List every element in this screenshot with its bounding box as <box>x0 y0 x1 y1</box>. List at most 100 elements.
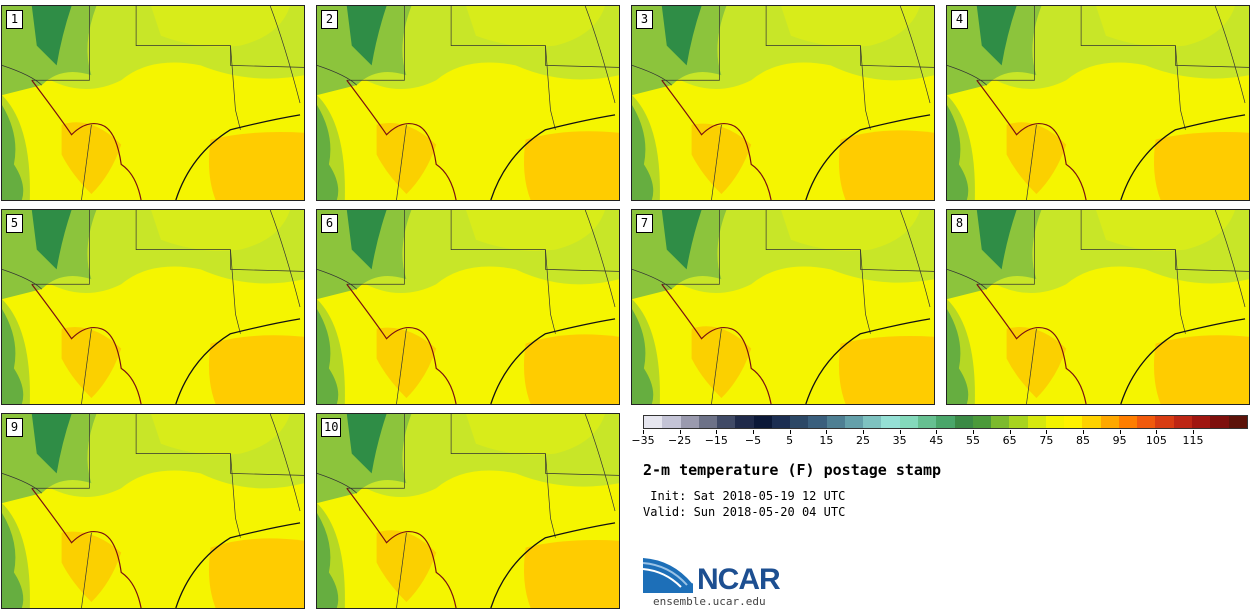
colorbar-swatch <box>1137 416 1156 428</box>
member-label: 3 <box>636 10 653 29</box>
member-label: 1 <box>6 10 23 29</box>
colorbar-swatch <box>790 416 809 428</box>
colorbar-swatch <box>991 416 1010 428</box>
ncar-logo-icon <box>643 556 694 593</box>
colorbar-swatch <box>662 416 681 428</box>
colorbar-swatch <box>863 416 882 428</box>
member-panel-1[interactable]: 1 <box>1 5 305 201</box>
colorbar-tick <box>789 430 791 434</box>
colorbar-tick-label: 85 <box>1076 434 1090 447</box>
member-panel-6[interactable]: 6 <box>316 209 620 405</box>
temperature-map <box>2 414 304 608</box>
temperature-colorbar <box>643 415 1248 429</box>
colorbar-tick-label: 25 <box>856 434 870 447</box>
member-label: 6 <box>321 214 338 233</box>
member-label: 2 <box>321 10 338 29</box>
colorbar-swatch <box>1045 416 1065 428</box>
temperature-map <box>632 6 934 200</box>
temperature-map <box>2 6 304 200</box>
colorbar-swatch <box>1027 416 1046 428</box>
member-panel-5[interactable]: 5 <box>1 209 305 405</box>
member-panel-8[interactable]: 8 <box>946 209 1250 405</box>
colorbar-swatch <box>1210 416 1229 428</box>
colorbar-tick-label: −15 <box>704 434 728 447</box>
member-label: 10 <box>321 418 342 437</box>
colorbar-swatch <box>1064 416 1083 428</box>
colorbar-swatch <box>1082 416 1101 428</box>
colorbar-swatch <box>917 416 937 428</box>
colorbar-tick-label: 115 <box>1182 434 1204 447</box>
member-panel-9[interactable]: 9 <box>1 413 305 609</box>
colorbar-tick <box>1119 430 1121 434</box>
colorbar-swatch <box>698 416 718 428</box>
member-label: 9 <box>6 418 23 437</box>
colorbar-swatch <box>972 416 992 428</box>
member-panel-3[interactable]: 3 <box>631 5 935 201</box>
colorbar-tick-label: 15 <box>819 434 834 447</box>
member-panel-7[interactable]: 7 <box>631 209 935 405</box>
colorbar-tick <box>899 430 901 434</box>
logo-url: ensemble.ucar.edu <box>653 595 766 608</box>
colorbar-swatch <box>771 416 791 428</box>
colorbar-tick <box>863 430 864 434</box>
colorbar-tick <box>1193 430 1194 434</box>
member-panel-4[interactable]: 4 <box>946 5 1250 201</box>
colorbar-tick <box>716 430 718 434</box>
colorbar-swatch <box>808 416 827 428</box>
colorbar-swatch <box>844 416 864 428</box>
colorbar-tick-label: 55 <box>966 434 980 447</box>
colorbar-tick <box>1009 430 1011 434</box>
member-panel-10[interactable]: 10 <box>316 413 620 609</box>
colorbar-swatch <box>1155 416 1174 428</box>
temperature-map <box>317 210 619 404</box>
temperature-map <box>947 6 1249 200</box>
colorbar-tick <box>1046 430 1048 434</box>
colorbar-tick-label: 35 <box>892 434 907 447</box>
colorbar-swatch <box>1228 416 1247 428</box>
logo-text: NCAR <box>697 563 781 596</box>
colorbar-tick-label: 5 <box>786 434 794 447</box>
init-time: Init: Sat 2018-05-19 12 UTC <box>643 489 846 503</box>
colorbar-tick <box>826 430 828 434</box>
colorbar-tick-label: 75 <box>1039 434 1054 447</box>
colorbar-swatch <box>1191 416 1211 428</box>
colorbar-tick <box>936 430 938 434</box>
member-label: 5 <box>6 214 23 233</box>
colorbar-swatch <box>826 416 845 428</box>
colorbar-tick <box>1156 430 1158 434</box>
member-panel-2[interactable]: 2 <box>316 5 620 201</box>
colorbar-tick-label: −25 <box>668 434 692 447</box>
temperature-map <box>317 414 619 608</box>
colorbar-swatch <box>644 416 663 428</box>
colorbar-tick-label: 65 <box>1002 434 1017 447</box>
valid-time: Valid: Sun 2018-05-20 04 UTC <box>643 505 846 519</box>
colorbar-swatch <box>717 416 736 428</box>
member-label: 4 <box>951 10 968 29</box>
colorbar-tick <box>973 430 974 434</box>
colorbar-tick <box>753 430 754 434</box>
colorbar-ticks: −35 −25 −15 −5 5 15 25 35 45 55 65 75 85 95 105 115 <box>631 430 1248 450</box>
colorbar-swatch <box>936 416 955 428</box>
colorbar-swatch <box>1118 416 1138 428</box>
colorbar-swatch <box>954 416 973 428</box>
member-label: 8 <box>951 214 968 233</box>
member-label: 7 <box>636 214 653 233</box>
colorbar-swatch <box>1100 416 1119 428</box>
colorbar-tick-label: 95 <box>1112 434 1127 447</box>
colorbar-tick-label: 45 <box>929 434 944 447</box>
colorbar-swatch <box>899 416 918 428</box>
temperature-map <box>947 210 1249 404</box>
colorbar-swatch <box>680 416 699 428</box>
colorbar-swatch <box>1009 416 1028 428</box>
colorbar-tick <box>643 430 644 434</box>
colorbar-swatch <box>1173 416 1192 428</box>
colorbar-tick <box>679 430 681 434</box>
temperature-map <box>2 210 304 404</box>
colorbar-swatch <box>881 416 900 428</box>
colorbar-tick-label: 105 <box>1145 434 1167 447</box>
temperature-map <box>632 210 934 404</box>
colorbar-tick-label: −5 <box>744 434 762 447</box>
plot-title: 2-m temperature (F) postage stamp <box>643 461 942 479</box>
temperature-map <box>317 6 619 200</box>
colorbar-tick-label: −35 <box>631 434 655 447</box>
